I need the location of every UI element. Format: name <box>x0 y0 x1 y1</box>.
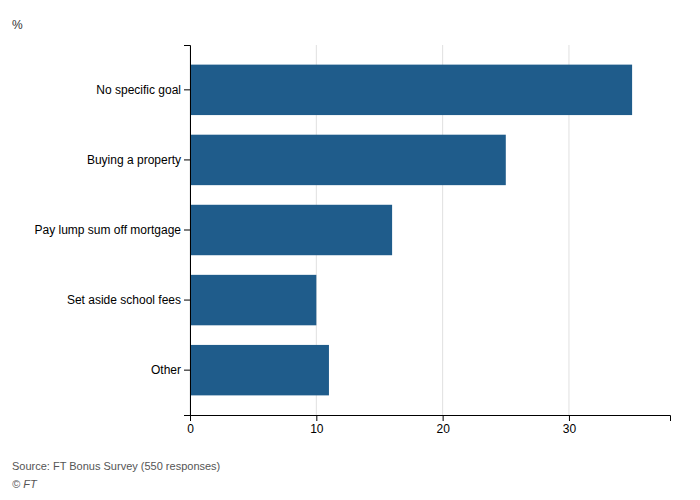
x-axis: 0 10 20 30 <box>187 415 670 436</box>
x-tick: 10 <box>310 415 324 436</box>
x-axis-line <box>191 416 671 422</box>
y-tick-label: Other <box>151 363 181 377</box>
x-tick-label: 10 <box>310 422 324 436</box>
bar <box>190 345 329 395</box>
x-tick: 30 <box>563 415 577 436</box>
bar <box>190 135 506 185</box>
x-tick: 0 <box>187 415 194 436</box>
y-tick-label: Set aside school fees <box>67 293 181 307</box>
y-tick-label: Pay lump sum off mortgage <box>34 223 181 237</box>
y-tick-mark <box>184 89 190 90</box>
y-tick: Set aside school fees <box>67 293 190 307</box>
x-tick: 20 <box>436 415 450 436</box>
chart-container: 0 10 20 30 No specific goal Buying a property… <box>0 0 700 500</box>
bar <box>190 205 392 255</box>
copyright-note: © FT <box>12 478 38 490</box>
y-tick-mark <box>184 300 190 301</box>
y-tick-mark <box>184 159 190 160</box>
y-tick-label: No specific goal <box>96 83 181 97</box>
bars <box>190 65 632 396</box>
y-tick-mark <box>184 230 190 231</box>
x-tick-mark <box>569 415 570 421</box>
x-tick-mark <box>316 415 317 421</box>
y-tick-mark <box>184 370 190 371</box>
bar <box>190 65 632 115</box>
y-axis: No specific goal Buying a property Pay lum… <box>34 46 190 416</box>
x-tick-label: 20 <box>436 422 450 436</box>
chart-svg: 0 10 20 30 No specific goal Buying a property… <box>0 0 700 500</box>
y-tick: Pay lump sum off mortgage <box>34 223 190 237</box>
unit-label: % <box>12 18 23 32</box>
y-tick-label: Buying a property <box>87 153 181 167</box>
x-tick-mark <box>443 415 444 421</box>
x-tick-label: 0 <box>187 422 194 436</box>
x-tick-label: 30 <box>563 422 577 436</box>
y-tick: Other <box>151 363 190 377</box>
plot-area: 0 10 20 30 No specific goal Buying a property… <box>34 45 670 436</box>
y-axis-line <box>184 46 191 416</box>
y-tick: Buying a property <box>87 153 190 167</box>
bar <box>190 275 316 325</box>
source-note: Source: FT Bonus Survey (550 responses) <box>12 460 220 472</box>
y-tick: No specific goal <box>96 83 190 97</box>
